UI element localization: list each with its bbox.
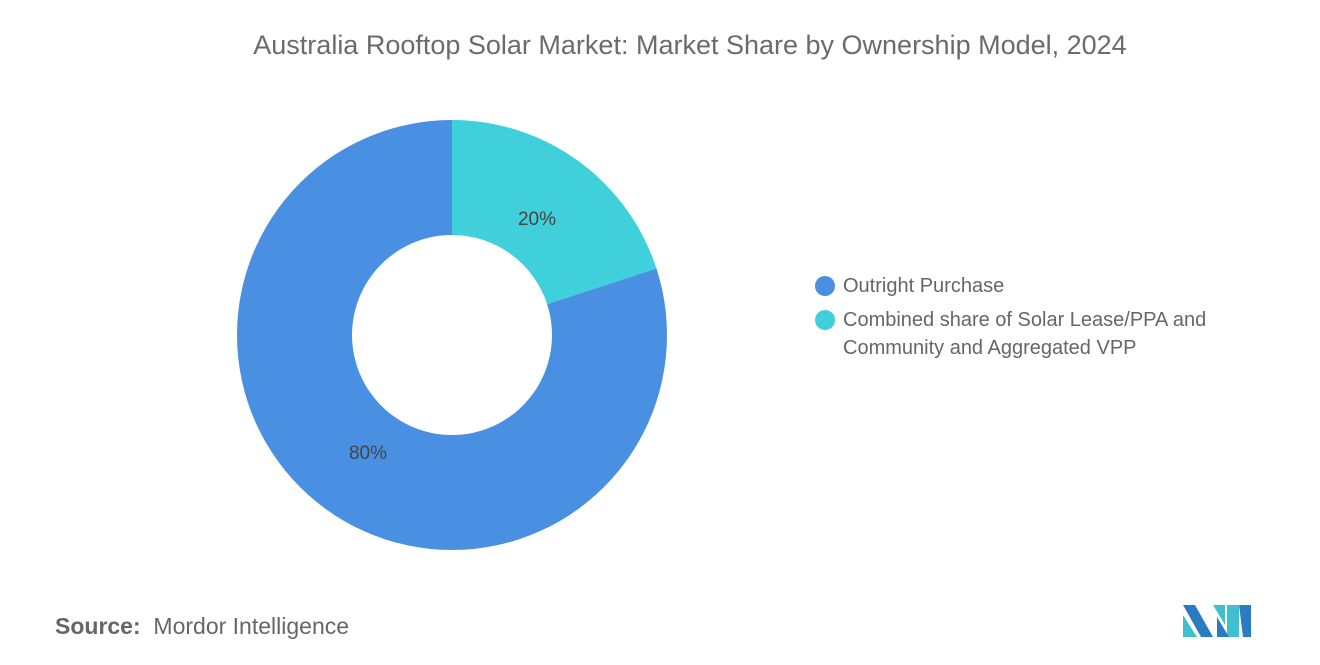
source-note: Source: Mordor Intelligence — [55, 613, 350, 639]
data-label: 80% — [349, 443, 387, 464]
mordor-intelligence-logo — [1183, 605, 1251, 637]
legend-item-outright-purchase[interactable]: Outright Purchase — [815, 272, 1206, 300]
data-label: 20% — [518, 209, 556, 230]
legend-label: Combined share of Solar Lease/PPA and Com… — [843, 309, 1207, 359]
slice-combined-share[interactable] — [452, 120, 657, 305]
legend-item-combined-share[interactable]: Combined share of Solar Lease/PPA and Com… — [815, 306, 1206, 362]
slice-outright-purchase[interactable] — [237, 120, 668, 550]
legend: Outright Purchase Combined share of Sola… — [815, 272, 1206, 368]
legend-swatch — [815, 276, 835, 296]
chart-title: Australia Rooftop Solar Market: Market S… — [253, 30, 1127, 60]
legend-label: Outright Purchase — [843, 275, 1005, 297]
legend-swatch — [815, 310, 835, 330]
